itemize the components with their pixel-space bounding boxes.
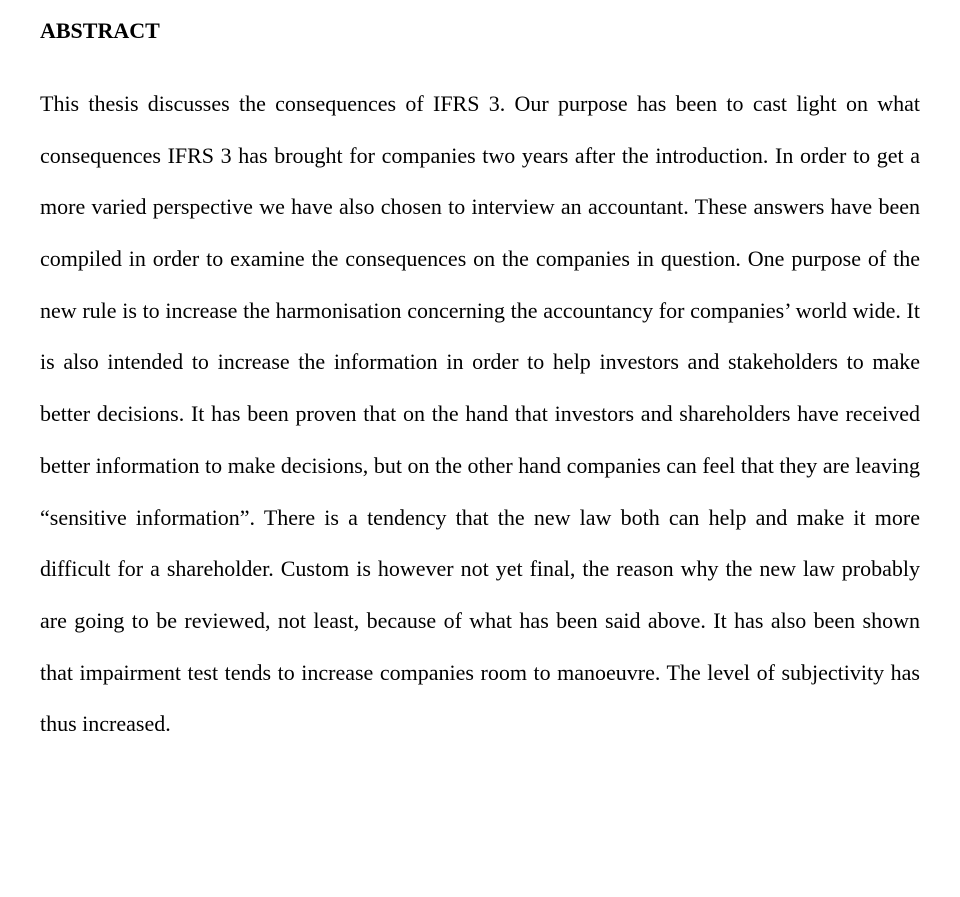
- abstract-heading: ABSTRACT: [40, 18, 920, 44]
- abstract-body: This thesis discusses the consequences o…: [40, 78, 920, 750]
- document-page: ABSTRACT This thesis discusses the conse…: [0, 0, 960, 750]
